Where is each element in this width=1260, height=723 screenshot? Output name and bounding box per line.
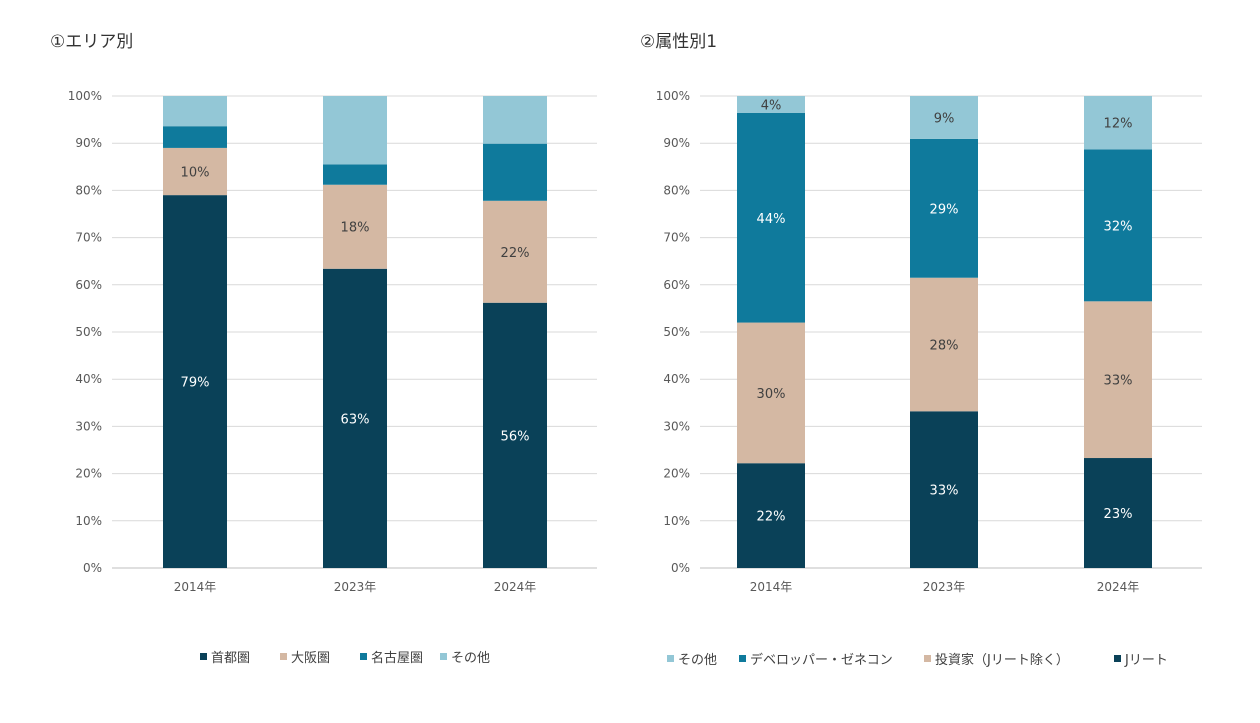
bar-segment	[737, 96, 805, 113]
bar-segment	[910, 96, 978, 139]
legend-swatch	[360, 653, 367, 660]
y-tick-label: 0%	[83, 561, 102, 575]
data-label: 18%	[341, 221, 370, 236]
y-tick-label: 50%	[75, 325, 102, 339]
y-tick-label: 30%	[75, 419, 102, 433]
legend-swatch	[667, 655, 674, 662]
y-tick-label: 90%	[663, 136, 690, 150]
bar-segment	[483, 302, 547, 568]
y-tick-label: 100%	[68, 89, 102, 103]
data-label: 33%	[1104, 374, 1133, 389]
legend-swatch	[924, 655, 931, 662]
y-tick-label: 20%	[663, 467, 690, 481]
x-category-label: 2023年	[923, 580, 966, 594]
bar-segment	[737, 112, 805, 323]
bar-segment	[910, 138, 978, 278]
bar-segment	[323, 96, 387, 165]
x-category-label: 2024年	[1097, 580, 1140, 594]
legend-label: 大阪圏	[291, 651, 330, 666]
area-chart: ①エリア別 0% 10% 20% 30% 40% 50% 60% 70% 80% 90% 100% 79…	[50, 32, 597, 666]
data-label: 32%	[1104, 219, 1133, 234]
bar-segment	[163, 195, 227, 568]
bar-segment	[1084, 458, 1152, 568]
data-label: 9%	[934, 111, 955, 126]
y-tick-label: 60%	[75, 278, 102, 292]
bar-segment	[910, 411, 978, 568]
data-label: 28%	[930, 339, 959, 354]
x-category-label: 2023年	[334, 580, 377, 594]
data-label: 22%	[757, 510, 786, 525]
bar-segment	[323, 164, 387, 185]
legend-label: 投資家（Jリート除く）	[935, 652, 1069, 668]
legend-swatch	[1114, 655, 1121, 662]
bar-segment	[910, 277, 978, 412]
legend-label: その他	[451, 651, 490, 666]
y-tick-label: 80%	[663, 183, 690, 197]
legend-label: デベロッパー・ゼネコン	[750, 652, 893, 668]
legend-label: Jリート	[1124, 653, 1168, 668]
chart-title: ②属性別1	[640, 32, 717, 52]
data-label: 12%	[1104, 117, 1133, 132]
bar-segment	[1084, 301, 1152, 459]
bar-segment	[737, 463, 805, 568]
legend-swatch	[200, 653, 207, 660]
legend-swatch	[739, 655, 746, 662]
x-category-label: 2024年	[494, 580, 537, 594]
data-label: 30%	[757, 387, 786, 402]
bar-segment	[1084, 149, 1152, 302]
y-tick-label: 70%	[663, 231, 690, 245]
data-label: 44%	[757, 212, 786, 227]
y-tick-label: 10%	[75, 514, 102, 528]
bar-segment	[483, 200, 547, 303]
bar-segment	[1084, 96, 1152, 150]
bar-segment	[483, 96, 547, 144]
attribute-chart: ②属性別1 0% 10% 20% 30% 40% 50% 60% 70% 80% 90% 100% 22…	[640, 32, 1202, 668]
y-tick-label: 80%	[75, 183, 102, 197]
bar-segment	[163, 147, 227, 196]
legend: 首都圏 大阪圏 名古屋圏 その他	[200, 650, 490, 666]
bar-segment	[483, 143, 547, 201]
data-label: 33%	[930, 484, 959, 499]
y-tick-label: 50%	[663, 325, 690, 339]
data-label: 23%	[1104, 507, 1133, 522]
legend: その他 デベロッパー・ゼネコン 投資家（Jリート除く） Jリート	[667, 652, 1168, 668]
y-tick-label: 0%	[671, 561, 690, 575]
y-tick-label: 20%	[75, 467, 102, 481]
bar-segment	[163, 96, 227, 127]
bar-segment	[323, 184, 387, 269]
chart-title: ①エリア別	[50, 32, 133, 52]
legend-label: 名古屋圏	[371, 650, 423, 666]
data-label: 56%	[501, 429, 530, 444]
data-label: 29%	[930, 202, 959, 217]
y-tick-label: 90%	[75, 136, 102, 150]
legend-swatch	[440, 653, 447, 660]
data-label: 79%	[181, 376, 210, 391]
x-category-label: 2014年	[750, 580, 793, 594]
data-label: 4%	[761, 98, 782, 113]
data-label: 10%	[181, 166, 210, 181]
y-tick-label: 70%	[75, 231, 102, 245]
y-tick-label: 60%	[663, 278, 690, 292]
x-category-label: 2014年	[174, 580, 217, 594]
y-tick-label: 40%	[663, 372, 690, 386]
y-tick-label: 100%	[656, 89, 690, 103]
bar-segment	[163, 126, 227, 148]
bar-segment	[737, 322, 805, 464]
y-tick-label: 10%	[663, 514, 690, 528]
bar-segment	[323, 268, 387, 568]
y-tick-label: 30%	[663, 419, 690, 433]
legend-label: 首都圏	[211, 651, 250, 666]
legend-swatch	[280, 653, 287, 660]
legend-label: その他	[678, 653, 717, 668]
data-label: 63%	[341, 412, 370, 427]
y-tick-label: 40%	[75, 372, 102, 386]
data-label: 22%	[501, 246, 530, 261]
